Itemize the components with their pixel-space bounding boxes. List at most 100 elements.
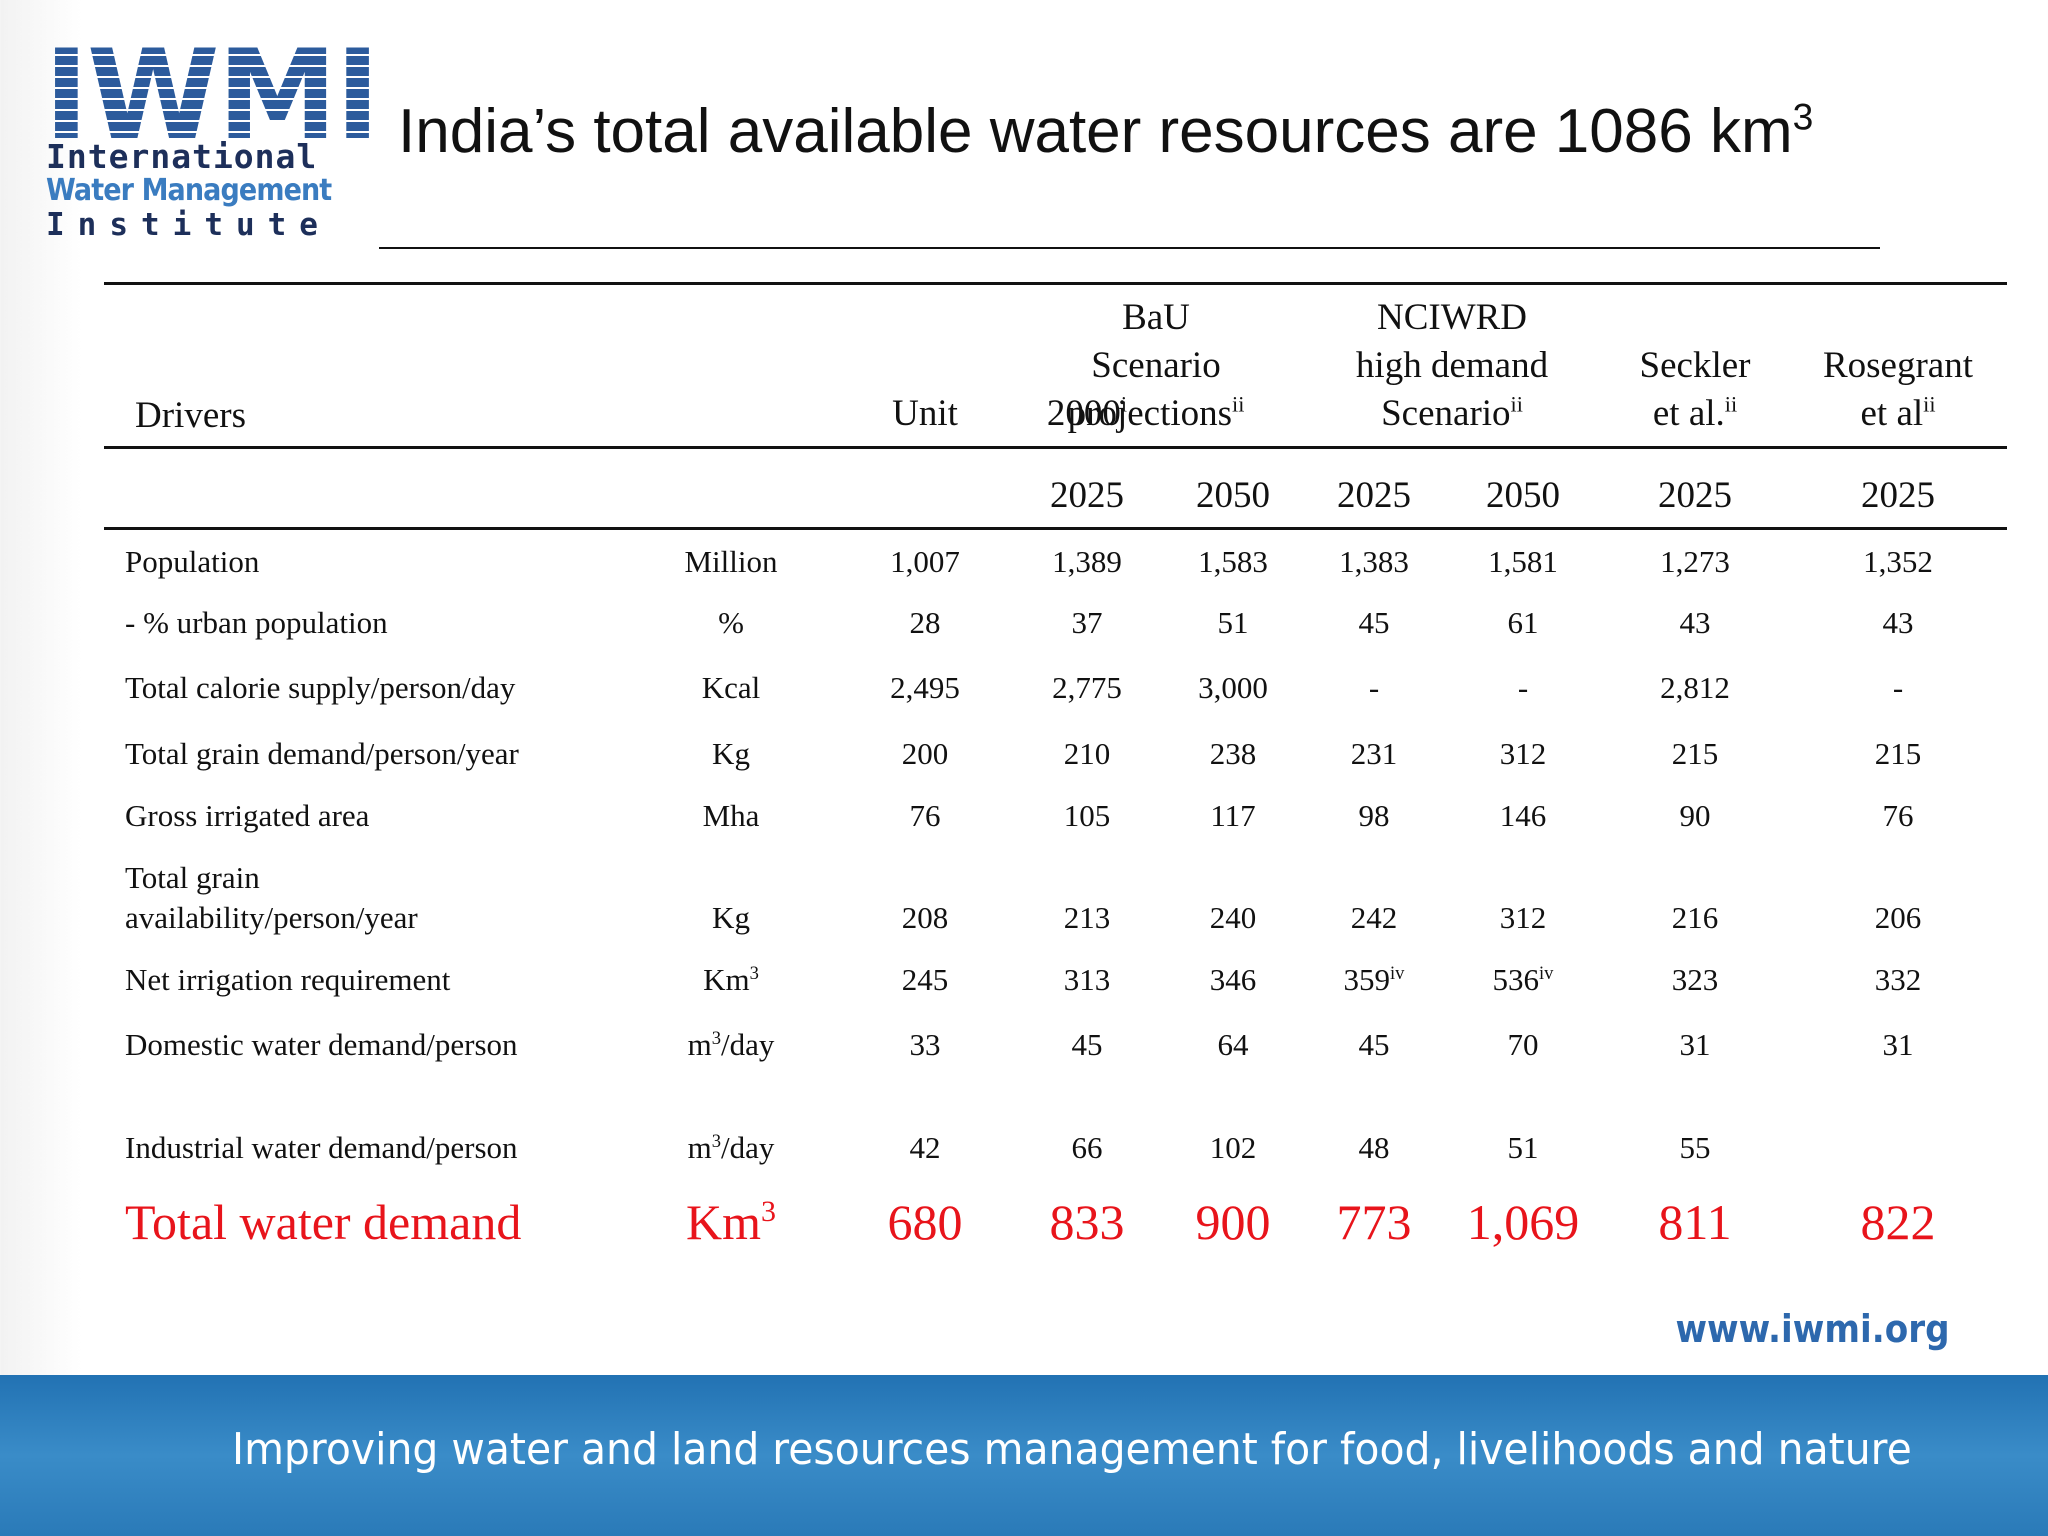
column-header: Seckler et al.ii — [1535, 342, 1855, 438]
footer-tagline: Improving water and land resources manag… — [232, 1424, 1912, 1475]
superscript: ii — [1510, 391, 1523, 417]
column-header: Rosegrant et alii — [1738, 342, 2048, 438]
logo-line: International — [46, 137, 318, 176]
table-value: 37 — [1071, 605, 1103, 640]
table-value: 231 — [1350, 736, 1398, 771]
table-value: 1,583 — [1198, 544, 1268, 579]
row-unit: Kg — [712, 736, 750, 771]
table-value: 536iv — [1493, 960, 1554, 1000]
text-part: India’s total available water resources … — [398, 97, 1793, 166]
table-value: 51 — [1217, 605, 1249, 640]
total-value: 773 — [1336, 1194, 1412, 1250]
table-value: 1,352 — [1863, 544, 1933, 579]
text-part: 359 — [1343, 962, 1391, 997]
superscript: ii — [1923, 391, 1936, 417]
text-part: Seckler et al. — [1639, 345, 1751, 434]
row-unit: Kg — [712, 900, 750, 935]
table-value: 200 — [901, 736, 949, 771]
text-part: NCIWRD high demand Scenario — [1355, 297, 1549, 434]
column-header: BaU Scenario projectionsii — [996, 294, 1316, 438]
superscript: iv — [1539, 962, 1554, 984]
logo-line: Water Management — [46, 173, 332, 208]
table-value: 216 — [1671, 900, 1719, 935]
table-value: 3,000 — [1198, 670, 1268, 705]
row-label: - % urban population — [125, 605, 388, 640]
row-label: Population — [125, 544, 260, 579]
table-value: 1,383 — [1339, 544, 1409, 579]
total-value: 1,069 — [1466, 1194, 1580, 1250]
row-unit: Mha — [702, 798, 760, 833]
table-value: 208 — [901, 900, 949, 935]
table-value: 64 — [1217, 1027, 1249, 1062]
row-unit: % — [718, 605, 744, 640]
total-label: Total water demand — [125, 1194, 522, 1250]
text-part: m — [687, 1130, 712, 1165]
table-value: 323 — [1671, 962, 1719, 997]
table-value: 210 — [1063, 736, 1111, 771]
table-value: 76 — [909, 798, 941, 833]
table-value: 1,007 — [890, 544, 960, 579]
total-value: 680 — [887, 1194, 963, 1250]
table-value: 42 — [909, 1130, 941, 1165]
footer-band — [0, 1375, 2048, 1536]
table-rule — [104, 446, 2007, 449]
table-value: 31 — [1679, 1027, 1711, 1062]
table-value: - — [1517, 670, 1529, 705]
table-value: 31 — [1882, 1027, 1914, 1062]
column-header: Unit — [892, 393, 958, 434]
superscript: iv — [1390, 962, 1405, 984]
text-part: 2000 — [1046, 393, 1121, 434]
superscript: 3 — [711, 1027, 722, 1049]
table-value: 28 — [909, 605, 941, 640]
table-value: 346 — [1209, 962, 1257, 997]
row-label: Total grain demand/person/year — [125, 736, 519, 771]
table-rule — [104, 282, 2007, 285]
table-value: 117 — [1210, 798, 1256, 833]
row-label: Total grain availability/person/year — [125, 860, 418, 935]
table-value: 332 — [1874, 962, 1922, 997]
table-value: 48 — [1358, 1130, 1390, 1165]
table-value: 45 — [1071, 1027, 1103, 1062]
row-unit: Million — [684, 544, 778, 579]
table-rule — [104, 527, 2007, 530]
table-value: 33 — [909, 1027, 941, 1062]
text-part: /day — [721, 1027, 775, 1062]
table-value: 215 — [1671, 736, 1719, 771]
year-header: 2025 — [1658, 475, 1732, 516]
text-part: BaU Scenario projections — [1067, 297, 1233, 434]
total-value: 900 — [1195, 1194, 1271, 1250]
year-header: 2050 — [1196, 475, 1270, 516]
text-part: /day — [721, 1130, 775, 1165]
superscript: 3 — [749, 962, 759, 984]
row-unit: Km3 — [703, 960, 759, 1000]
table-value: 51 — [1507, 1130, 1539, 1165]
column-header: NCIWRD high demand Scenarioii — [1292, 294, 1612, 438]
table-value: 215 — [1874, 736, 1922, 771]
table-value: 1,581 — [1488, 544, 1558, 579]
table-value: 206 — [1874, 900, 1922, 935]
row-label: Domestic water demand/person — [125, 1027, 518, 1062]
table-value: 1,389 — [1052, 544, 1122, 579]
text-part: Km — [686, 1194, 761, 1250]
total-value: 822 — [1860, 1194, 1936, 1250]
total-unit: Km3 — [686, 1194, 776, 1250]
title-rule — [379, 247, 1880, 249]
footer-url[interactable]: www.iwmi.org — [1675, 1307, 1950, 1351]
row-label: Gross irrigated area — [125, 798, 370, 833]
table-value: 102 — [1209, 1130, 1257, 1165]
superscript: 3 — [1792, 95, 1814, 138]
row-label: Total calorie supply/person/day — [125, 670, 516, 705]
text-part: Km — [703, 962, 750, 997]
table-value: 1,273 — [1660, 544, 1730, 579]
row-unit: Kcal — [701, 670, 761, 705]
table-value: 240 — [1209, 900, 1257, 935]
table-value: - — [1892, 670, 1904, 705]
table-value: 45 — [1358, 605, 1390, 640]
column-header: Drivers — [135, 395, 246, 436]
table-value: 90 — [1679, 798, 1711, 833]
table-value: 312 — [1499, 736, 1547, 771]
total-value: 833 — [1049, 1194, 1125, 1250]
table-value: - — [1368, 670, 1380, 705]
superscript: ii — [1724, 391, 1738, 417]
